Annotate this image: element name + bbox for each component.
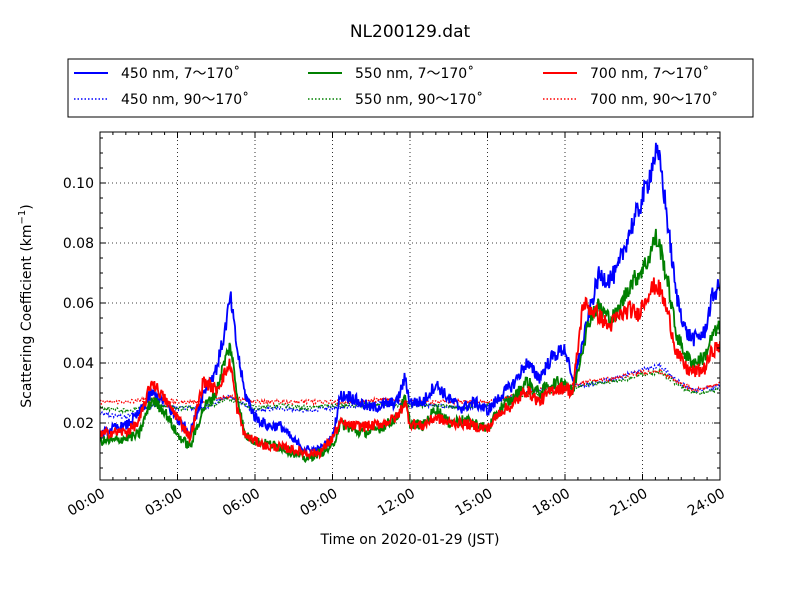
- y-axis-label-close: ): [19, 204, 35, 209]
- y-axis-label-main: Scattering Coefficient (km: [19, 224, 35, 407]
- legend-label: 700 nm, 90～170˚: [590, 91, 718, 108]
- series-line: [100, 277, 720, 460]
- x-tick-label: 06:00: [220, 486, 263, 520]
- legend-label: 550 nm, 7～170˚: [355, 65, 474, 82]
- y-tick-label: 0.08: [63, 236, 94, 252]
- x-tick-label: 00:00: [65, 486, 108, 520]
- series-line: [100, 228, 720, 464]
- grid: [100, 132, 720, 480]
- legend-label: 450 nm, 90～170˚: [121, 91, 249, 108]
- legend-box: [67, 58, 754, 118]
- x-tick-label: 03:00: [143, 486, 186, 520]
- legend: 450 nm, 7～170˚ 550 nm, 7～170˚ 700 nm, 7～17…: [67, 58, 754, 118]
- y-axis-label: Scattering Coefficient (km−1): [17, 204, 35, 408]
- legend-label: 450 nm, 7～170˚: [121, 65, 240, 82]
- x-tick-label: 12:00: [375, 486, 418, 520]
- x-tick-label: 24:00: [685, 486, 728, 520]
- y-tick-label: 0.04: [63, 356, 94, 372]
- chart-title: NL200129.dat: [350, 22, 471, 42]
- x-tick-label: 18:00: [530, 486, 573, 520]
- y-tick-label: 0.06: [63, 296, 94, 312]
- series-line: [100, 142, 720, 457]
- x-tick-label: 21:00: [608, 486, 651, 520]
- x-tick-label: 15:00: [453, 486, 496, 520]
- y-tick-label: 0.10: [63, 176, 94, 192]
- y-tick-label: 0.02: [63, 416, 94, 432]
- x-tick-label: 09:00: [298, 486, 341, 520]
- series-group: [100, 142, 720, 464]
- legend-label: 700 nm, 7～170˚: [590, 65, 709, 82]
- legend-label: 550 nm, 90～170˚: [355, 91, 483, 108]
- x-axis-label: Time on 2020-01-29 (JST): [320, 532, 500, 548]
- y-axis-label-sup: −1: [17, 210, 28, 225]
